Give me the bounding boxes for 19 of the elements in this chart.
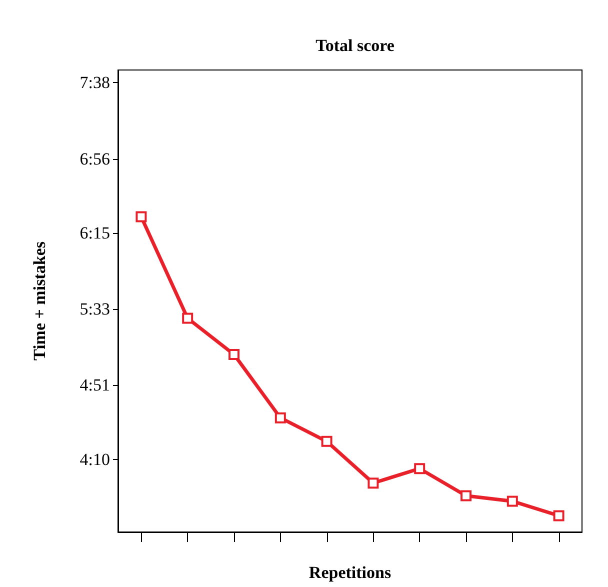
y-tick-label: 4:10 xyxy=(80,450,110,470)
y-axis-title: Time + mistakes xyxy=(30,241,49,360)
point xyxy=(460,490,472,502)
point xyxy=(228,348,240,360)
y-tick-label: 4:51 xyxy=(80,376,110,395)
point xyxy=(368,478,379,489)
y-tick-label: 7:38 xyxy=(80,73,110,92)
y-tick-label: 6:15 xyxy=(80,224,110,243)
point xyxy=(136,211,147,222)
chart-title: Total score xyxy=(316,36,395,55)
y-tick-label: 6:56 xyxy=(80,149,110,168)
y-tick-label: 5:33 xyxy=(80,300,110,319)
point xyxy=(182,312,194,324)
x-axis-title: Repetitions xyxy=(308,563,392,582)
point xyxy=(274,412,286,424)
point xyxy=(506,496,518,507)
point xyxy=(414,463,426,474)
point xyxy=(553,510,564,522)
point xyxy=(321,436,332,447)
